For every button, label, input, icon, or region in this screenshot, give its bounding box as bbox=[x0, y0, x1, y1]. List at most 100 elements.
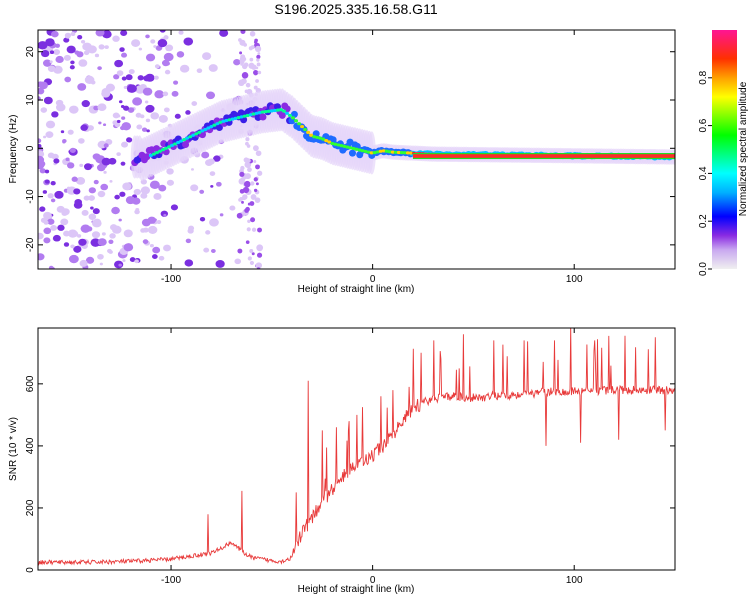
ridge-peak bbox=[257, 110, 262, 115]
noise-blob bbox=[64, 76, 72, 83]
noise-blob bbox=[149, 180, 160, 190]
noise-blob bbox=[253, 159, 257, 163]
ridge-peak bbox=[384, 149, 389, 153]
noise-blob bbox=[88, 213, 97, 220]
noise-blob bbox=[249, 31, 256, 37]
spectrogram-ytick-label: -20 bbox=[25, 237, 36, 252]
noise-blob bbox=[234, 258, 242, 265]
ridge-peak bbox=[151, 152, 156, 156]
noise-blob bbox=[81, 100, 90, 108]
noise-blob bbox=[80, 124, 88, 131]
ridge-peak bbox=[402, 151, 407, 155]
noise-blob bbox=[78, 138, 85, 144]
noise-blob bbox=[47, 193, 54, 199]
noise-blob bbox=[164, 53, 172, 59]
noise-blob bbox=[108, 250, 113, 254]
noise-blob bbox=[109, 224, 118, 231]
noise-blob bbox=[250, 217, 256, 223]
noise-blob bbox=[90, 80, 96, 85]
noise-blob bbox=[73, 188, 81, 195]
ridge-peak bbox=[173, 142, 178, 146]
noise-blob bbox=[255, 79, 259, 83]
noise-blob bbox=[141, 218, 151, 227]
spectrogram-ylabel: Frequency (Hz) bbox=[8, 115, 19, 184]
noise-blob bbox=[71, 176, 78, 182]
noise-blob bbox=[138, 47, 143, 51]
noise-blob bbox=[205, 91, 216, 100]
noise-blob bbox=[219, 30, 229, 37]
noise-blob bbox=[43, 227, 52, 235]
spectrogram-xtick-label: 100 bbox=[566, 274, 583, 285]
ridge-peak bbox=[182, 138, 187, 142]
noise-blob bbox=[49, 266, 55, 269]
noise-blob bbox=[239, 59, 245, 65]
noise-blob bbox=[256, 62, 261, 67]
noise-blob bbox=[209, 218, 219, 227]
snr-ylabel: SNR (10 * v/v) bbox=[8, 417, 19, 481]
ridge-peak bbox=[348, 146, 353, 150]
noise-blob bbox=[98, 44, 105, 50]
ridge-peak bbox=[297, 122, 302, 126]
snr-xlabel: Height of straight line (km) bbox=[298, 584, 415, 595]
noise-blob bbox=[47, 218, 55, 225]
noise-blob bbox=[254, 38, 258, 43]
ridge-peak bbox=[321, 137, 326, 141]
noise-blob bbox=[146, 129, 150, 133]
noise-blob bbox=[255, 66, 259, 70]
noise-blob bbox=[65, 34, 71, 39]
ridge-peak bbox=[281, 109, 286, 113]
ridge-peak bbox=[315, 135, 320, 140]
noise-blob bbox=[145, 104, 155, 113]
noise-blob bbox=[164, 69, 171, 75]
ridge-peak bbox=[251, 112, 256, 116]
noise-blob bbox=[38, 232, 44, 240]
snr-panel: -100 0 100 0 200 400 600 Height of straight li… bbox=[8, 327, 676, 595]
noise-blob bbox=[109, 233, 116, 239]
noise-blob bbox=[103, 143, 109, 148]
noise-blob bbox=[254, 197, 261, 203]
noise-blob bbox=[53, 158, 60, 164]
noise-blob bbox=[199, 216, 206, 222]
noise-blob bbox=[208, 64, 218, 72]
noise-blob bbox=[245, 82, 251, 88]
noise-blob bbox=[251, 252, 255, 256]
ridge-peak bbox=[197, 130, 202, 134]
noise-blob bbox=[83, 163, 92, 171]
noise-blob bbox=[114, 59, 123, 68]
noise-blob bbox=[91, 231, 101, 239]
noise-blob bbox=[125, 74, 133, 81]
colorbar-tick-label: 0.2 bbox=[698, 214, 709, 228]
ridge-peak bbox=[372, 151, 377, 155]
noise-blob bbox=[43, 220, 49, 225]
noise-blob bbox=[81, 209, 89, 216]
ridge-core bbox=[278, 111, 286, 119]
noise-blob bbox=[241, 72, 249, 79]
noise-blob bbox=[140, 186, 151, 195]
ridge-peak bbox=[176, 140, 181, 145]
snr-axes: -100 0 100 0 200 400 600 bbox=[25, 328, 675, 586]
colorbar-tick-label: 0.8 bbox=[698, 70, 709, 84]
noise-blob bbox=[188, 225, 195, 231]
noise-blob bbox=[49, 50, 55, 55]
ridge-peak bbox=[272, 108, 277, 113]
ridge-peak bbox=[194, 132, 199, 136]
ridge-core bbox=[215, 123, 223, 131]
ridge-peak bbox=[242, 114, 247, 118]
noise-blob bbox=[38, 41, 48, 50]
ridge-core bbox=[348, 149, 356, 157]
noise-blob bbox=[137, 75, 144, 81]
noise-blob bbox=[119, 47, 125, 52]
noise-blob bbox=[60, 130, 65, 134]
noise-blob bbox=[253, 70, 259, 76]
noise-blob bbox=[163, 213, 167, 217]
ridge-peak bbox=[318, 136, 323, 140]
noise-blob bbox=[144, 100, 149, 104]
colorbar-tick-label: 0.6 bbox=[698, 118, 709, 132]
noise-blob bbox=[43, 135, 47, 139]
noise-blob bbox=[116, 152, 121, 156]
snr-frame bbox=[37, 327, 676, 571]
noise-blob bbox=[190, 184, 199, 192]
noise-blob bbox=[98, 121, 102, 125]
noise-blob bbox=[105, 83, 116, 92]
